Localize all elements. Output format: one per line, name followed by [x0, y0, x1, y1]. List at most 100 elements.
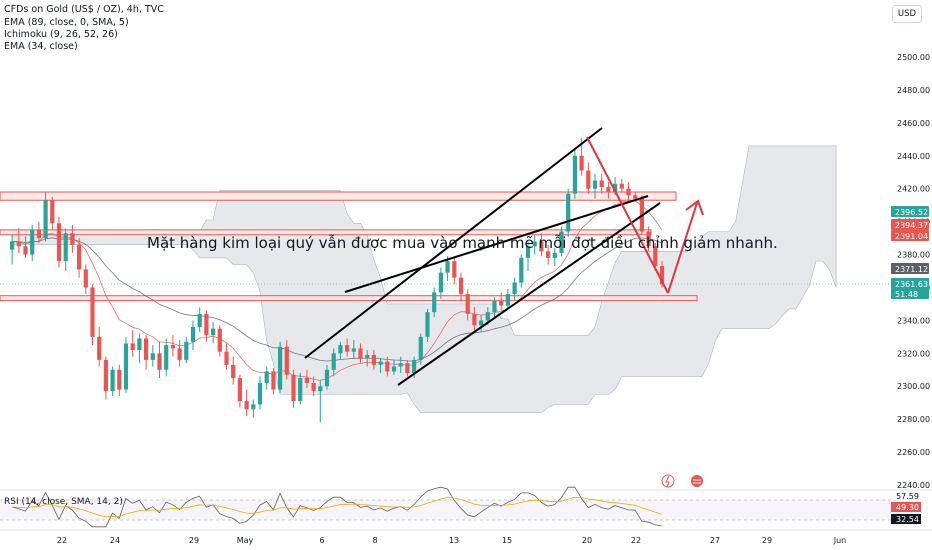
candle-body: [546, 251, 551, 258]
price-badge-label: 51:48: [895, 290, 918, 299]
time-tick-label: 24: [110, 536, 120, 545]
candle-body: [539, 241, 544, 252]
price-tick-label: 2440.00: [897, 152, 930, 161]
candle-body: [432, 292, 437, 313]
candle-body: [211, 328, 216, 336]
candle-body: [278, 346, 283, 390]
candle-body: [50, 200, 55, 224]
rsi-value-label: 57.59: [896, 492, 919, 501]
candle-body: [204, 313, 209, 336]
candle-body: [224, 351, 229, 365]
candle-body: [77, 244, 82, 270]
candle-body: [572, 155, 577, 194]
trendline: [304, 127, 603, 359]
candle-body: [606, 187, 611, 193]
candle-body: [110, 369, 115, 392]
price-axis: 2240.00 2260.00 2280.00 2300.00 2320.00 2340.…: [0, 25, 932, 490]
candle-body: [164, 345, 169, 370]
time-axis: 22 24 29 May 6 8 13 15 20 22 27 29 Jun: [0, 529, 932, 545]
symbol-title: CFDs on Gold (US$ / OZ), 4h, TVC: [4, 4, 164, 15]
price-tick-label: 2320.00: [897, 349, 930, 358]
price-badge: [891, 263, 929, 274]
rise-arrow-line: [667, 202, 698, 294]
candle-body: [311, 382, 316, 392]
candle-body: [304, 378, 309, 383]
candle-body: [338, 345, 343, 354]
lightning-glyph: [665, 475, 670, 488]
candle-body: [532, 241, 537, 247]
price-badge: [891, 288, 929, 299]
currency-button[interactable]: USD: [892, 5, 922, 23]
price-tick-label: 2500.00: [897, 53, 930, 62]
candle-body: [351, 348, 356, 352]
ichimoku-cloud-area: [11, 145, 837, 413]
candle-body: [525, 246, 531, 258]
drop-arrow-line: [586, 136, 669, 294]
candle-body: [251, 404, 256, 410]
trendline: [397, 202, 661, 386]
candle-body: [43, 200, 48, 239]
candle-body: [190, 326, 196, 342]
candle-body: [646, 231, 651, 247]
price-tick-label: 2280.00: [897, 415, 930, 424]
indicator-ema89[interactable]: EMA (89, close, 0, SMA, 5): [4, 17, 129, 28]
price-badge: [891, 278, 929, 289]
candle-body: [137, 338, 142, 351]
candle-body: [412, 359, 417, 374]
rsi-badge: [891, 502, 921, 512]
ichimoku-cloud: [11, 145, 837, 413]
time-tick-label: May: [237, 536, 254, 545]
candle-body: [566, 193, 571, 232]
time-tick-label: 6: [319, 536, 324, 545]
candle-body: [117, 369, 122, 390]
candle-body: [579, 155, 584, 171]
indicator-ema34[interactable]: EMA (34, close): [4, 41, 78, 52]
ema34-line: [11, 200, 663, 381]
candle-body: [479, 320, 484, 326]
candle-body: [358, 348, 363, 359]
time-tick-label: 20: [582, 536, 592, 545]
rsi-value-label: 49.30: [896, 503, 919, 512]
candle-body: [365, 354, 370, 359]
candle-body: [244, 401, 249, 410]
indicator-ichimoku[interactable]: Ichimoku (9, 26, 52, 26): [4, 29, 118, 40]
price-tick-label: 2480.00: [897, 86, 930, 95]
candle-body: [257, 382, 263, 405]
price-tick-label: 2240.00: [897, 481, 930, 490]
price-badge-label: 2361.63: [895, 280, 928, 289]
flag-icon: [691, 475, 703, 487]
candle-body: [599, 180, 604, 188]
price-axis-bg: [891, 25, 932, 488]
candle-body: [30, 229, 35, 255]
price-badge-label: 2394.37: [895, 221, 928, 230]
candle-body: [378, 361, 383, 365]
candle-body: [559, 231, 564, 253]
rsi-line: [11, 486, 662, 528]
candle-body: [391, 366, 397, 372]
resistance-zones: [0, 191, 698, 302]
candle-body: [56, 223, 62, 262]
candle-body: [237, 378, 242, 402]
candle-body: [90, 287, 95, 337]
price-tick-label: 2380.00: [897, 251, 930, 260]
price-badge: [891, 230, 929, 241]
chart-annotation[interactable]: Mặt hàng kim loại quý vẫn được mua vào m…: [147, 234, 778, 252]
candle-body: [130, 343, 135, 351]
candle-body: [472, 313, 477, 326]
price-tick-label: 2260.00: [897, 448, 930, 457]
candle-body: [324, 369, 330, 387]
rsi-label[interactable]: RSI (14, close, SMA, 14, 2): [4, 497, 123, 507]
candle-body: [157, 353, 162, 370]
candle-body: [485, 312, 490, 321]
candle-body: [284, 346, 289, 375]
candle-body: [217, 328, 222, 352]
ema89-line: [11, 237, 663, 362]
rsi-value-label: 32.54: [896, 515, 919, 524]
zone-box: [0, 295, 698, 302]
candle-body: [659, 266, 665, 285]
price-badge: [891, 206, 929, 217]
rsi-badge: [891, 514, 921, 524]
candle-body: [264, 371, 269, 383]
candle-body: [552, 252, 557, 258]
